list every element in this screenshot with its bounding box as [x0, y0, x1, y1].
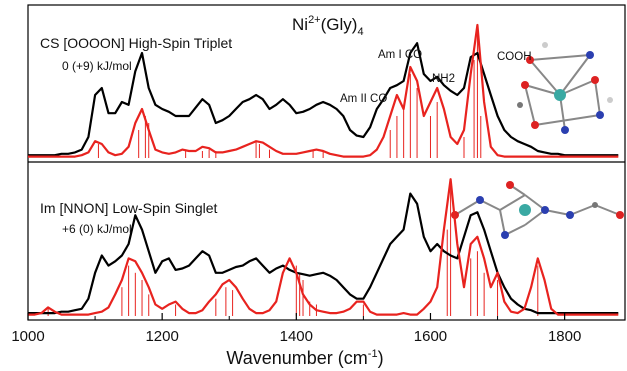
annotation: NH2 [432, 73, 455, 85]
annotation: Im [NNON] Low-Spin Singlet [40, 200, 218, 216]
annotation: Am I CO [378, 49, 422, 61]
x-axis-label-part: Wavenumber (cm [226, 348, 367, 368]
title-part: (Gly) [321, 15, 358, 34]
annotation: +6 (0) kJ/mol [62, 222, 132, 236]
annotation: 0 (+9) kJ/mol [62, 59, 132, 73]
chart: CS [OOOON] High-Spin Triplet 0 (+9) kJ/mo… [0, 0, 627, 371]
x-axis-label: Wavenumber (cm-1) [226, 348, 383, 368]
x-tick-label: 1400 [280, 328, 313, 345]
x-axis-label-part: ) [378, 348, 384, 368]
x-tick-label: 1800 [548, 328, 581, 345]
x-tick-label: 1200 [145, 328, 178, 345]
title-part: Ni [292, 15, 308, 34]
x-axis-label-part: -1 [368, 348, 378, 360]
annotation: CS [OOOON] High-Spin Triplet [40, 35, 232, 51]
title-part: 4 [357, 26, 363, 38]
x-tick-label: 1600 [414, 328, 447, 345]
x-tick-label: 1000 [11, 328, 44, 345]
chart-title: Ni2+(Gly)4 [292, 14, 364, 38]
molecule-bottom [451, 181, 624, 239]
annotation: COOH [497, 51, 532, 63]
annotation: Am II CO [340, 93, 387, 105]
title-part: 2+ [308, 14, 321, 26]
